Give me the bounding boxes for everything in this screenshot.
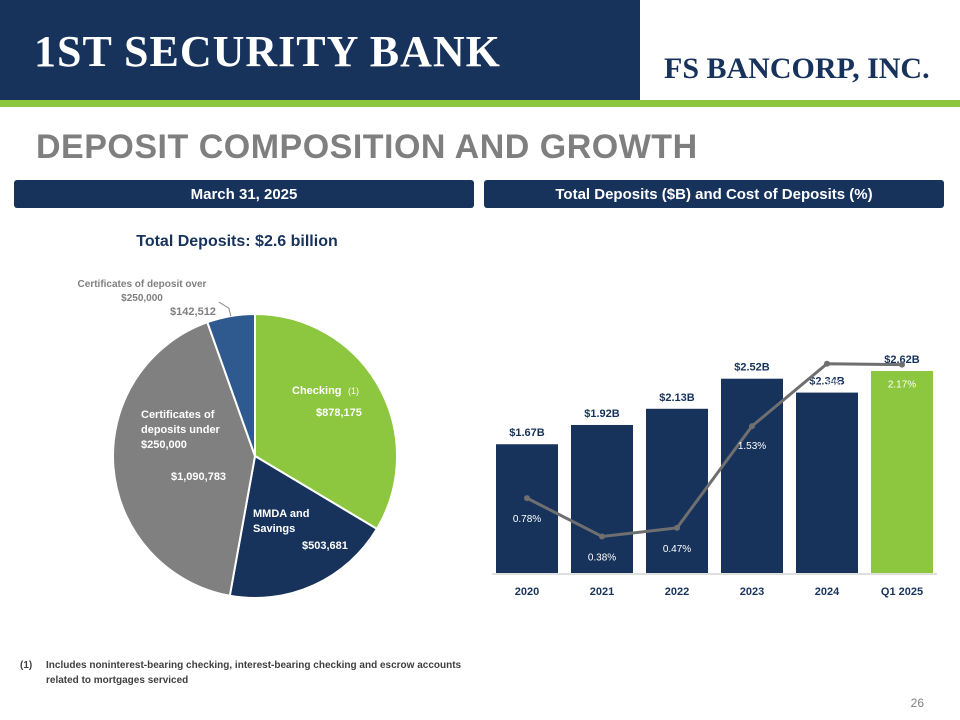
pie-subtitle: Total Deposits: $2.6 billion <box>136 233 338 250</box>
bar-2021 <box>571 424 633 573</box>
cost-point <box>824 360 830 367</box>
deposit-pie-chart: Checking (1) $878,175 MMDA and Savings $503,6… <box>78 279 398 599</box>
pie-label-cd-under: deposits under <box>141 424 221 436</box>
cost-value-label: 2.18% <box>813 379 841 390</box>
pie-value-cd-over: $142,512 <box>170 306 216 318</box>
footnote-marker: (1) <box>20 660 33 671</box>
pie-label-superscript: (1) <box>348 386 359 396</box>
x-tick-label: Q1 2025 <box>881 586 923 598</box>
x-tick-label: 2020 <box>515 586 539 598</box>
pie-leader-line <box>218 301 232 317</box>
deposit-bar-chart: $1.67B 2020 $1.92B 2021 $2.13B 2022 $2.52B 2023… <box>492 354 937 598</box>
pie-slice <box>254 312 398 531</box>
pie-slice <box>112 320 257 597</box>
cost-point <box>674 524 680 531</box>
bar-2024 <box>796 392 858 573</box>
pie-value-mmda: $503,681 <box>302 540 348 552</box>
cost-line <box>526 362 903 539</box>
cost-value-label: 0.78% <box>513 514 541 525</box>
pie-slice <box>228 454 379 599</box>
pie-panel-header: March 31, 2025 <box>14 180 474 208</box>
bar-value-label: $2.13B <box>659 392 695 404</box>
x-tick-label: 2023 <box>740 586 764 598</box>
cost-point <box>524 495 530 502</box>
cost-value-label: 2.17% <box>888 380 916 391</box>
x-tick-label: 2021 <box>590 586 614 598</box>
pie-label-cd-under: $250,000 <box>141 439 187 451</box>
cost-point <box>899 361 905 368</box>
cost-value-label: 1.53% <box>738 441 766 452</box>
pie-label-cd-under: Certificates of <box>141 409 215 421</box>
pie-label-cd-over: $250,000 <box>121 293 163 304</box>
page-number: 26 <box>910 696 924 710</box>
header-divider <box>0 100 960 107</box>
bancorp-logo: FS BANCORP, INC. <box>664 52 930 85</box>
bar-value-label: $1.92B <box>584 408 620 420</box>
bar-value-label: $1.67B <box>509 427 545 439</box>
pie-value-checking: $878,175 <box>316 407 362 419</box>
x-tick-label: 2022 <box>665 586 689 598</box>
header-right-panel <box>640 0 960 100</box>
pie-label-mmda: Savings <box>253 523 295 535</box>
cost-point <box>749 423 755 430</box>
pie-label-mmda: MMDA and <box>253 508 309 520</box>
cost-value-label: 0.47% <box>663 544 691 555</box>
footnote-text: Includes noninterest-bearing checking, i… <box>46 660 462 686</box>
x-tick-label: 2024 <box>815 586 840 598</box>
page-title: DEPOSIT COMPOSITION AND GROWTH <box>36 128 698 166</box>
cost-value-label: 0.38% <box>588 553 616 564</box>
pie-value-cd-under: $1,090,783 <box>171 471 226 483</box>
pie-label-cd-over: Certificates of deposit over <box>78 279 207 290</box>
bar-value-label: $2.62B <box>884 354 920 366</box>
cost-point <box>599 533 605 540</box>
pie-label-checking: Checking <box>292 385 342 397</box>
bar-2022 <box>646 408 708 573</box>
pie-slice <box>206 312 256 457</box>
bar-q1-2025 <box>871 371 933 573</box>
bar-value-label: $2.52B <box>734 362 770 374</box>
header-bar <box>0 0 640 100</box>
bar-value-label: $2.34B <box>809 376 845 388</box>
bank-logo: 1ST SECURITY BANK <box>34 27 501 76</box>
bar-panel-header: Total Deposits ($B) and Cost of Deposits… <box>484 180 944 208</box>
bar-2023 <box>721 378 783 573</box>
